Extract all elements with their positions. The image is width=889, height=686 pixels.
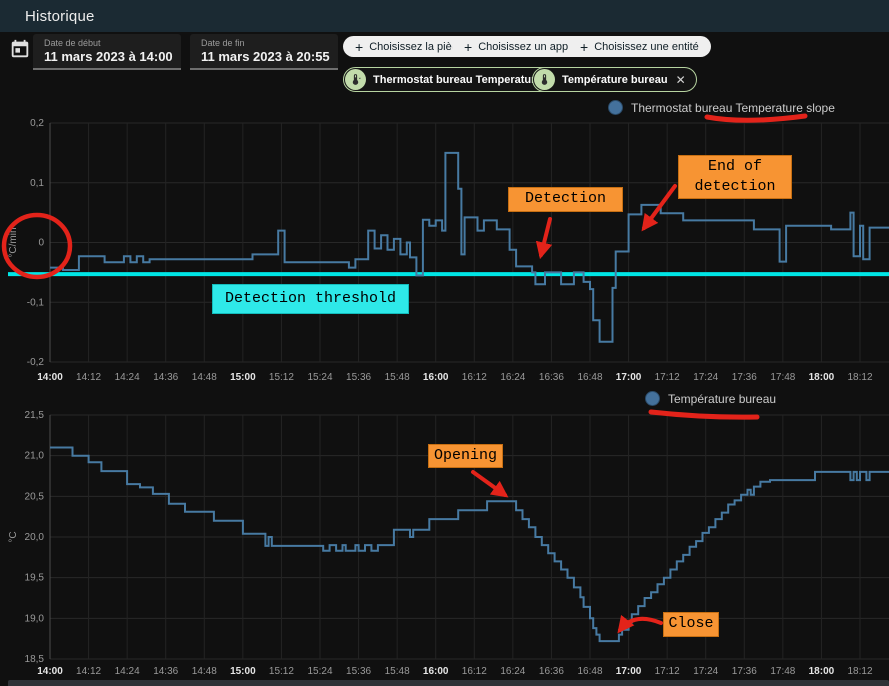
date-end-label: Date de fin [201, 38, 245, 48]
chart-1: 21,5 21,0 20,5 20,0 19,5 19,0 18,514:00 14:12 14… [8, 410, 889, 677]
x-tick-label: 14:00 [37, 666, 63, 677]
y-tick-label: 0 [38, 238, 44, 249]
x-tick-label: 17:24 [693, 372, 718, 383]
legend-temperature-bureau[interactable]: Température bureau [645, 391, 776, 406]
y-tick-label: -0,1 [27, 297, 45, 308]
bottom-scrollbar[interactable] [8, 680, 889, 686]
x-tick-label: 15:00 [230, 666, 256, 677]
x-tick-label: 17:12 [655, 666, 680, 677]
x-tick-label: 17:48 [770, 372, 795, 383]
x-tick-label: 15:12 [269, 372, 294, 383]
entity-chip-temperature-bureau[interactable]: Température bureau ✕ [532, 67, 697, 92]
x-tick-label: 15:48 [385, 372, 410, 383]
y-tick-label: 21,0 [25, 451, 45, 462]
legend-dot [645, 391, 660, 406]
plus-icon: + [464, 38, 473, 55]
legend-dot [608, 100, 623, 115]
y-tick-label: 0,1 [30, 178, 44, 189]
y-tick-label: 20,0 [25, 532, 45, 543]
chart-0: 0,2 0,1 0 -0,1 -0,2 14:00 14:12 14:24 14:36 14:48… [8, 118, 889, 383]
x-tick-label: 16:12 [462, 666, 487, 677]
x-tick-label: 17:00 [616, 372, 642, 383]
y-tick-label: 18,5 [25, 654, 45, 665]
series-line [50, 446, 889, 643]
calendar-icon[interactable] [8, 38, 32, 62]
x-tick-label: 15:48 [385, 666, 410, 677]
date-end-field[interactable]: Date de fin 11 mars 2023 à 20:55 [190, 34, 338, 70]
x-tick-label: 16:00 [423, 666, 449, 677]
y-tick-label: 19,5 [25, 573, 45, 584]
x-tick-label: 15:12 [269, 666, 294, 677]
x-tick-label: 14:36 [153, 666, 178, 677]
x-tick-label: 16:12 [462, 372, 487, 383]
entity-chip-label: Température bureau [562, 73, 668, 86]
x-tick-label: 17:24 [693, 666, 718, 677]
plus-icon: + [355, 38, 364, 55]
x-tick-label: 16:36 [539, 666, 564, 677]
x-tick-label: 17:36 [732, 666, 757, 677]
date-start-label: Date de début [44, 38, 101, 48]
choose-device-label: Choisissez un appareil [478, 40, 589, 53]
x-tick-label: 18:00 [809, 372, 835, 383]
x-tick-label: 16:00 [423, 372, 449, 383]
thermometer-icon [534, 69, 555, 90]
date-end-value: 11 mars 2023 à 20:55 [201, 49, 330, 64]
choose-area-label: Choisissez la pièce [369, 40, 464, 53]
choose-device-chip[interactable]: + Choisissez un appareil [452, 36, 601, 57]
x-tick-label: 14:24 [115, 372, 140, 383]
x-tick-label: 14:48 [192, 372, 217, 383]
x-tick-label: 16:24 [500, 666, 525, 677]
x-tick-label: 15:36 [346, 666, 371, 677]
x-tick-label: 14:36 [153, 372, 178, 383]
choose-entity-chip[interactable]: + Choisissez une entité [568, 36, 711, 57]
app-header: Historique [0, 0, 889, 32]
y-tick-label: 21,5 [25, 410, 45, 421]
choose-entity-label: Choisissez une entité [594, 40, 699, 53]
plus-icon: + [580, 38, 589, 55]
y-tick-label: 19,0 [25, 613, 45, 624]
series-line [50, 151, 889, 343]
x-tick-label: 15:24 [307, 372, 332, 383]
thermometer-icon [345, 69, 366, 90]
x-tick-label: 14:12 [76, 372, 101, 383]
y-tick-label: 20,5 [25, 491, 45, 502]
date-start-value: 11 mars 2023 à 14:00 [44, 49, 173, 64]
x-tick-label: 14:12 [76, 666, 101, 677]
x-tick-label: 17:00 [616, 666, 642, 677]
legend-label: Thermostat bureau Temperature slope [631, 100, 835, 115]
x-tick-label: 18:12 [847, 666, 872, 677]
x-tick-label: 16:48 [577, 666, 602, 677]
x-tick-label: 16:24 [500, 372, 525, 383]
x-tick-label: 16:36 [539, 372, 564, 383]
y-tick-label: 0,2 [30, 118, 44, 129]
x-tick-label: 17:48 [770, 666, 795, 677]
x-tick-label: 17:12 [655, 372, 680, 383]
legend-label: Température bureau [668, 391, 777, 406]
x-tick-label: 15:36 [346, 372, 371, 383]
x-tick-label: 18:00 [809, 666, 835, 677]
y-axis-unit: °C [8, 531, 19, 542]
x-tick-label: 16:48 [577, 372, 602, 383]
y-axis-unit: °C/min [8, 227, 19, 257]
x-tick-label: 18:12 [847, 372, 872, 383]
page-title: Historique [25, 7, 95, 25]
y-tick-label: -0,2 [27, 357, 45, 368]
close-icon[interactable]: ✕ [675, 72, 686, 87]
date-start-field[interactable]: Date de début 11 mars 2023 à 14:00 [33, 34, 181, 70]
entity-chip-label: Thermostat bureau Temperature slope [373, 73, 574, 86]
legend-temperature-slope[interactable]: Thermostat bureau Temperature slope [608, 100, 835, 115]
x-tick-label: 14:48 [192, 666, 217, 677]
x-tick-label: 15:24 [307, 666, 332, 677]
x-tick-label: 17:36 [732, 372, 757, 383]
x-tick-label: 14:00 [37, 372, 63, 383]
choose-area-chip[interactable]: + Choisissez la pièce [343, 36, 476, 57]
x-tick-label: 14:24 [115, 666, 140, 677]
x-tick-label: 15:00 [230, 372, 256, 383]
